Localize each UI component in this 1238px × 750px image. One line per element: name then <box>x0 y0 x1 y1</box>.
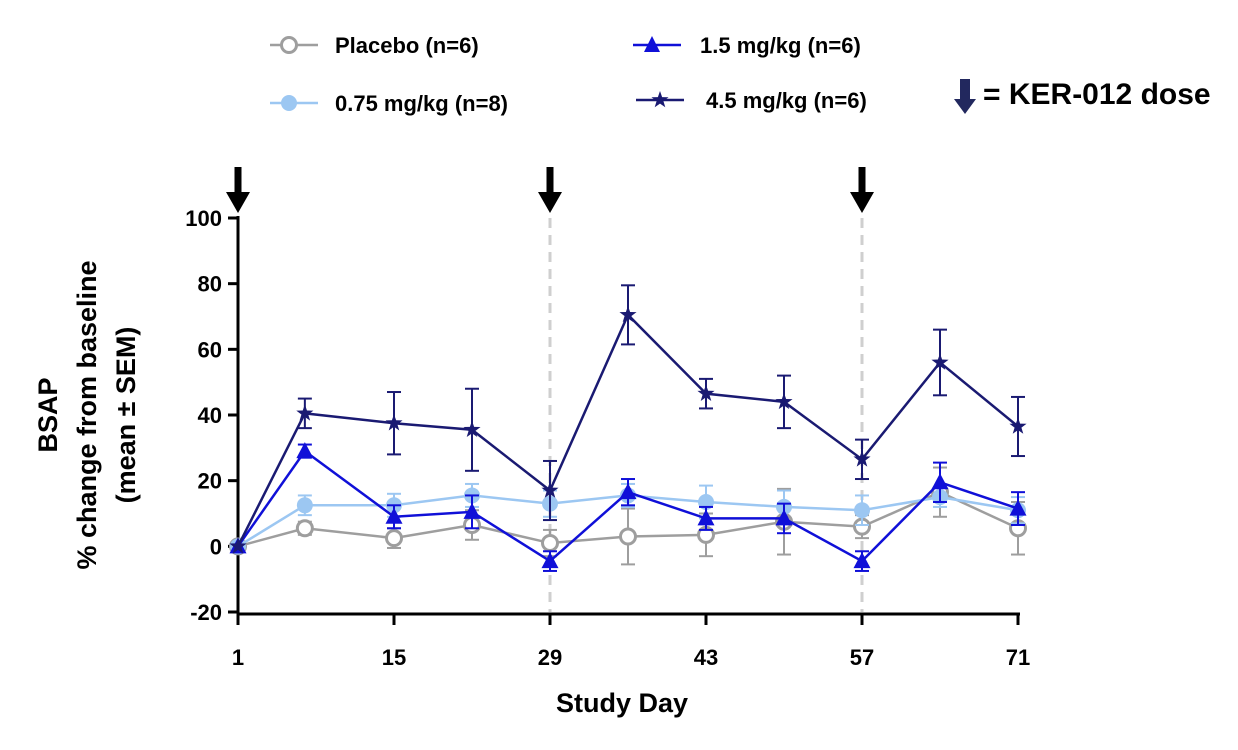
dose-arrow-day-57-icon <box>850 167 874 213</box>
data-point-3-day-15 <box>385 414 403 431</box>
data-point-3-day-57 <box>853 450 871 467</box>
legend-label-075: 0.75 mg/kg (n=8) <box>335 91 508 116</box>
data-point-3-day-50 <box>775 392 793 410</box>
y-axis-title-line-1: BSAP <box>33 377 63 452</box>
y-axis-title: BSAP % change from baseline (mean ± SEM) <box>33 260 141 569</box>
triangle-marker-icon <box>644 36 660 52</box>
series-3 <box>229 284 1027 554</box>
placebo-marker-icon <box>280 36 298 54</box>
data-point-1-day-57 <box>854 502 870 519</box>
legend-item-placebo: Placebo (n=6) <box>270 33 479 58</box>
data-point-0-day-7 <box>295 519 314 538</box>
dose-arrow-day-29-icon <box>538 167 562 213</box>
legend-label-15: 1.5 mg/kg (n=6) <box>700 33 861 58</box>
x-tick-label-1: 1 <box>232 645 244 670</box>
filled-circle-marker-icon <box>281 95 297 111</box>
data-point-3-day-71 <box>1009 417 1027 434</box>
legend-item-45: 4.5 mg/kg (n=6) <box>636 88 867 113</box>
data-point-3-day-7 <box>296 404 314 421</box>
x-tick-label-29: 29 <box>538 645 562 670</box>
data-point-2-day-43 <box>697 509 715 526</box>
star-marker-icon <box>651 91 669 108</box>
data-point-2-day-71 <box>1009 499 1027 516</box>
data-point-3-day-29 <box>541 481 559 498</box>
legend-item-075: 0.75 mg/kg (n=8) <box>270 91 508 116</box>
y-tick-label-0: 0 <box>210 534 222 559</box>
data-point-2-day-7 <box>296 442 314 459</box>
data-point-2-day-36 <box>619 483 637 500</box>
axis-ticks: -20 0 20 40 60 80 100 1 15 29 43 57 71 <box>185 206 1030 670</box>
data-point-2-day-22 <box>463 502 481 519</box>
dose-arrow-day-1-icon <box>226 167 250 213</box>
data-point-0-day-15 <box>385 529 403 548</box>
data-point-3-day-36 <box>619 305 637 323</box>
y-axis-title-line-2: % change from baseline <box>72 260 102 569</box>
data-point-3-day-64 <box>931 353 949 370</box>
dose-arrow-icon <box>954 79 976 114</box>
data-point-2-day-15 <box>385 507 403 524</box>
data-point-3-day-1 <box>229 537 247 554</box>
x-axis-title: Study Day <box>556 688 688 718</box>
series-2 <box>229 442 1027 572</box>
x-tick-label-15: 15 <box>382 645 406 670</box>
x-tick-label-71: 71 <box>1006 645 1030 670</box>
data-point-3-day-43 <box>697 384 715 401</box>
dose-legend: = KER-012 dose <box>954 78 1211 114</box>
legend-item-15: 1.5 mg/kg (n=6) <box>633 33 861 58</box>
y-tick-label-100: 100 <box>185 206 222 231</box>
y-tick-label-80: 80 <box>198 272 222 297</box>
legend-label-45: 4.5 mg/kg (n=6) <box>706 88 867 113</box>
data-point-2-day-57 <box>853 552 871 569</box>
legend: Placebo (n=6) 0.75 mg/kg (n=8) 1.5 mg/kg… <box>270 33 1211 116</box>
y-tick-label-20: 20 <box>198 469 222 494</box>
data-point-1-day-7 <box>296 497 313 514</box>
x-tick-label-43: 43 <box>694 645 718 670</box>
data-point-2-day-50 <box>775 509 793 526</box>
legend-label-placebo: Placebo (n=6) <box>335 33 479 58</box>
dose-legend-label: = KER-012 dose <box>983 78 1211 111</box>
x-tick-label-57: 57 <box>850 645 874 670</box>
y-tick-label-60: 60 <box>198 337 222 362</box>
data-point-3-day-22 <box>463 420 481 438</box>
data-series <box>229 284 1027 572</box>
y-axis-title-line-3: (mean ± SEM) <box>111 327 141 504</box>
data-point-0-day-36 <box>619 527 637 546</box>
data-point-2-day-29 <box>541 552 559 569</box>
y-tick-label-40: 40 <box>198 403 222 428</box>
y-tick-label--20: -20 <box>190 600 222 625</box>
data-point-0-day-29 <box>541 534 559 553</box>
data-point-2-day-64 <box>931 473 949 490</box>
